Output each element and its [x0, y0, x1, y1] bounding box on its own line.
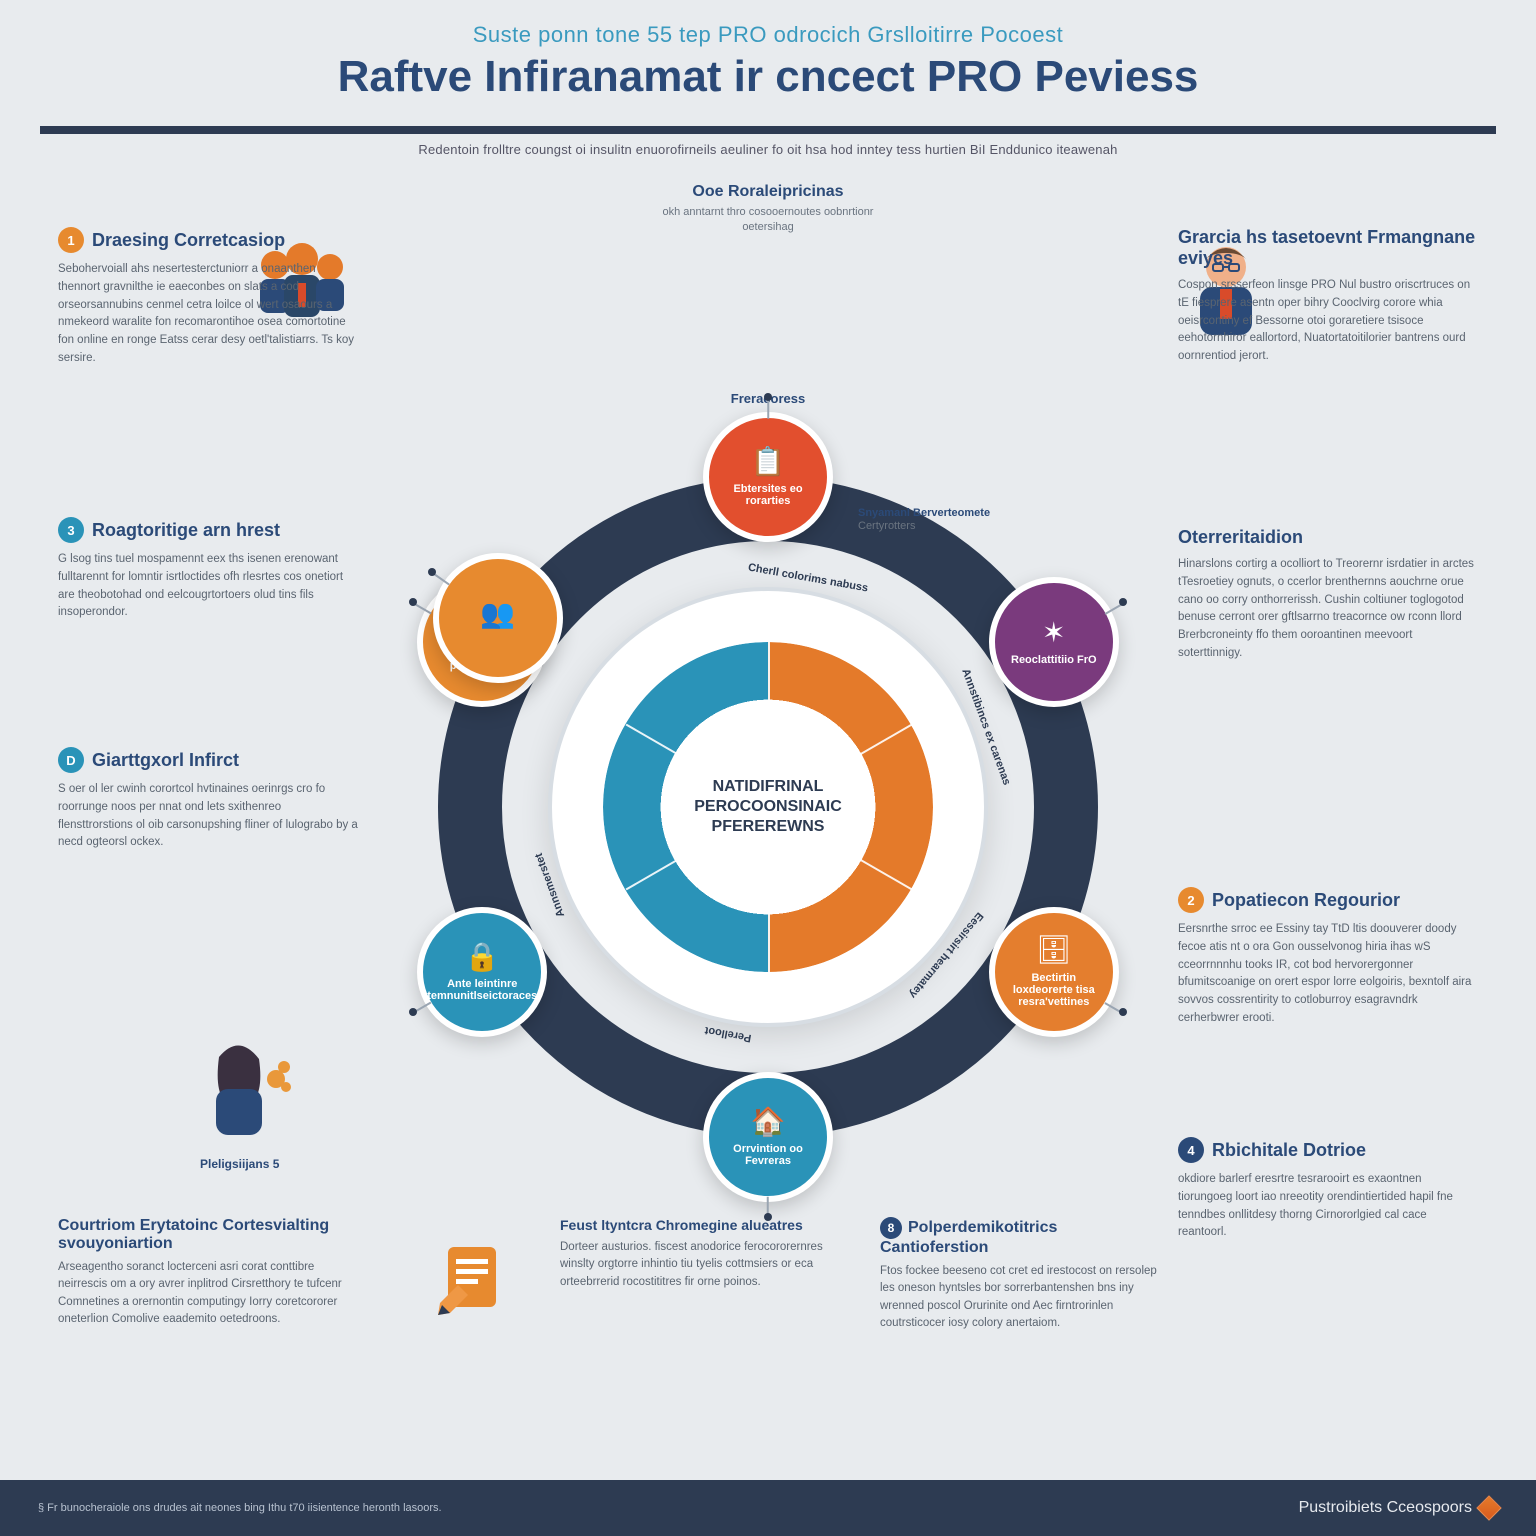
block-title: 2Popatiecon Regourior	[1178, 887, 1478, 913]
left-block: 3Roagtoritige arn hrest G lsog tins tuel …	[58, 517, 358, 622]
document-edit-icon	[430, 1237, 520, 1327]
block-body: Cospon srsserfeon linsge PRO Nul bustro …	[1178, 277, 1478, 366]
bottom-body: Dorteer austurios. fiscest anodorice fer…	[560, 1239, 850, 1291]
bottom-block: Feust ltyntcra Chromegine alueatres Dorte…	[560, 1217, 850, 1291]
persona-woman-label: Pleligsiijans 5	[200, 1157, 279, 1171]
step-badge: 2	[1178, 887, 1204, 913]
step-badge: 1	[58, 227, 84, 253]
bottom-body: Ftos fockee beeseno cot cret ed irestoco…	[880, 1263, 1170, 1332]
footer: § Fr bunocheraiole ons drudes ait neones…	[0, 1480, 1536, 1536]
block-body: Sebohervoiall ahs nesertesterctuniorr a …	[58, 261, 358, 368]
step-badge: 8	[880, 1217, 902, 1239]
orbit-node: 🏠 Orrvintion oo Fevreras	[703, 1072, 833, 1202]
block-body: okdiore barlerf eresrtre tesrarooirt es …	[1178, 1171, 1478, 1242]
block-body: S oer ol ler cwinh corortcol hvtinaines …	[58, 781, 358, 852]
orbit-node: 🔒 Ante leintinre temnunitlseictoraces	[417, 907, 547, 1037]
donut-core-label: NATIDIFRINAL PEROCOONSINAIC PFEREREWNS	[683, 722, 853, 892]
right-block: Grarcia hs tasetoevnt Frmangnane eviyes C…	[1178, 227, 1478, 366]
block-body: Eersnrthe srroc ee Essiny tay TtD ltis d…	[1178, 921, 1478, 1028]
connector-dot	[1119, 1008, 1127, 1016]
top-node-sub: Snyamanl BerverteometeCertyrotters	[858, 507, 1018, 533]
bottom-block: 8Polperdemikotitrics Cantioferstion Ftos …	[880, 1217, 1170, 1332]
step-badge: 3	[58, 517, 84, 543]
step-badge: 4	[1178, 1137, 1204, 1163]
connector-dot	[764, 1213, 772, 1221]
step-badge: D	[58, 747, 84, 773]
node-label: Bectirtin loxdeorerte tisa resra'vettine…	[995, 972, 1113, 1008]
node-label: Orrvintion oo Fevreras	[709, 1143, 827, 1167]
block-title: Grarcia hs tasetoevnt Frmangnane eviyes	[1178, 227, 1478, 269]
brand-logo-icon	[1476, 1495, 1501, 1520]
node-icon: 📋	[751, 447, 786, 478]
right-block: 4Rbichitale Dotrioe okdiore barlerf eresr…	[1178, 1137, 1478, 1242]
node-icon: 🏠	[751, 1107, 786, 1138]
header-rule	[40, 126, 1496, 134]
bottom-title: 8Polperdemikotitrics Cantioferstion	[880, 1217, 1170, 1257]
orbit-node: 👥	[433, 553, 563, 683]
block-body: Hinarslons cortirg a ocolliort to Treore…	[1178, 556, 1478, 663]
connector-dot	[764, 393, 772, 401]
block-title: DGiarttgxorl Infirct	[58, 747, 358, 773]
connector-dot	[1119, 598, 1127, 606]
node-icon: ✶	[1042, 618, 1065, 649]
left-block: DGiarttgxorl Infirct S oer ol ler cwinh c…	[58, 747, 358, 852]
top-callout: Ooe Roraleipricinas okh anntarnt thro co…	[638, 183, 898, 236]
bottom-title: Courtriom Erytatoinc Cortesvialting svou…	[58, 1217, 348, 1253]
block-title: Oterreritaidion	[1178, 527, 1478, 548]
footer-brand-text: Pustroibiets Cceospoors	[1299, 1499, 1472, 1517]
node-label: Ante leintinre temnunitlseictoraces	[421, 978, 543, 1002]
node-icon: 👥	[480, 599, 515, 630]
node-label: Ebtersites eo rorarties	[709, 483, 827, 507]
header-subtitle: Redentoin frolltre coungst oi insulitn e…	[0, 142, 1536, 157]
block-title: 3Roagtoritige arn hrest	[58, 517, 358, 543]
top-callout-sub: okh anntarnt thro cosooernoutes oobnrtio…	[638, 205, 898, 236]
footer-note: § Fr bunocheraiole ons drudes ait neones…	[38, 1502, 442, 1514]
top-callout-title: Ooe Roraleipricinas	[638, 183, 898, 201]
left-block: 1Draesing Corretcasiop Sebohervoiall ahs …	[58, 227, 358, 368]
block-body: G lsog tins tuel mospamennt eex ths isen…	[58, 551, 358, 622]
page-title: Raftve Infiranamat ir cncect PRO Peviess	[0, 52, 1536, 102]
bottom-block: Courtriom Erytatoinc Cortesvialting svou…	[58, 1217, 348, 1328]
block-title: 1Draesing Corretcasiop	[58, 227, 358, 253]
footer-brand: Pustroibiets Cceospoors	[1299, 1499, 1498, 1517]
orbit-node: 🗄 Bectirtin loxdeorerte tisa resra'vettin…	[989, 907, 1119, 1037]
orbit-node: ✶ Reoclattitiio FrO	[989, 577, 1119, 707]
connector-dot	[409, 1008, 417, 1016]
diagram-canvas: Ooe Roraleipricinas okh anntarnt thro co…	[0, 157, 1536, 1457]
right-block: Oterreritaidion Hinarslons cortirg a ocol…	[1178, 527, 1478, 663]
persona-woman-icon	[184, 1037, 304, 1147]
connector-dot	[409, 598, 417, 606]
bottom-pre: Feust ltyntcra Chromegine alueatres	[560, 1217, 850, 1233]
orbit-node: Freracoress📋Ebtersites eo rorarties	[703, 412, 833, 542]
node-icon: 🔒	[465, 942, 500, 973]
connector-dot	[428, 568, 436, 576]
bottom-body: Arseagentho soranct locterceni asri cora…	[58, 1259, 348, 1328]
right-block: 2Popatiecon Regourior Eersnrthe srroc ee …	[1178, 887, 1478, 1028]
block-title: 4Rbichitale Dotrioe	[1178, 1137, 1478, 1163]
pretitle: Suste ponn tone 55 tep PRO odrocich Grsl…	[0, 22, 1536, 48]
node-icon: 🗄	[1036, 935, 1072, 966]
header: Suste ponn tone 55 tep PRO odrocich Grsl…	[0, 0, 1536, 112]
node-label: Reoclattitiio FrO	[1005, 654, 1103, 666]
